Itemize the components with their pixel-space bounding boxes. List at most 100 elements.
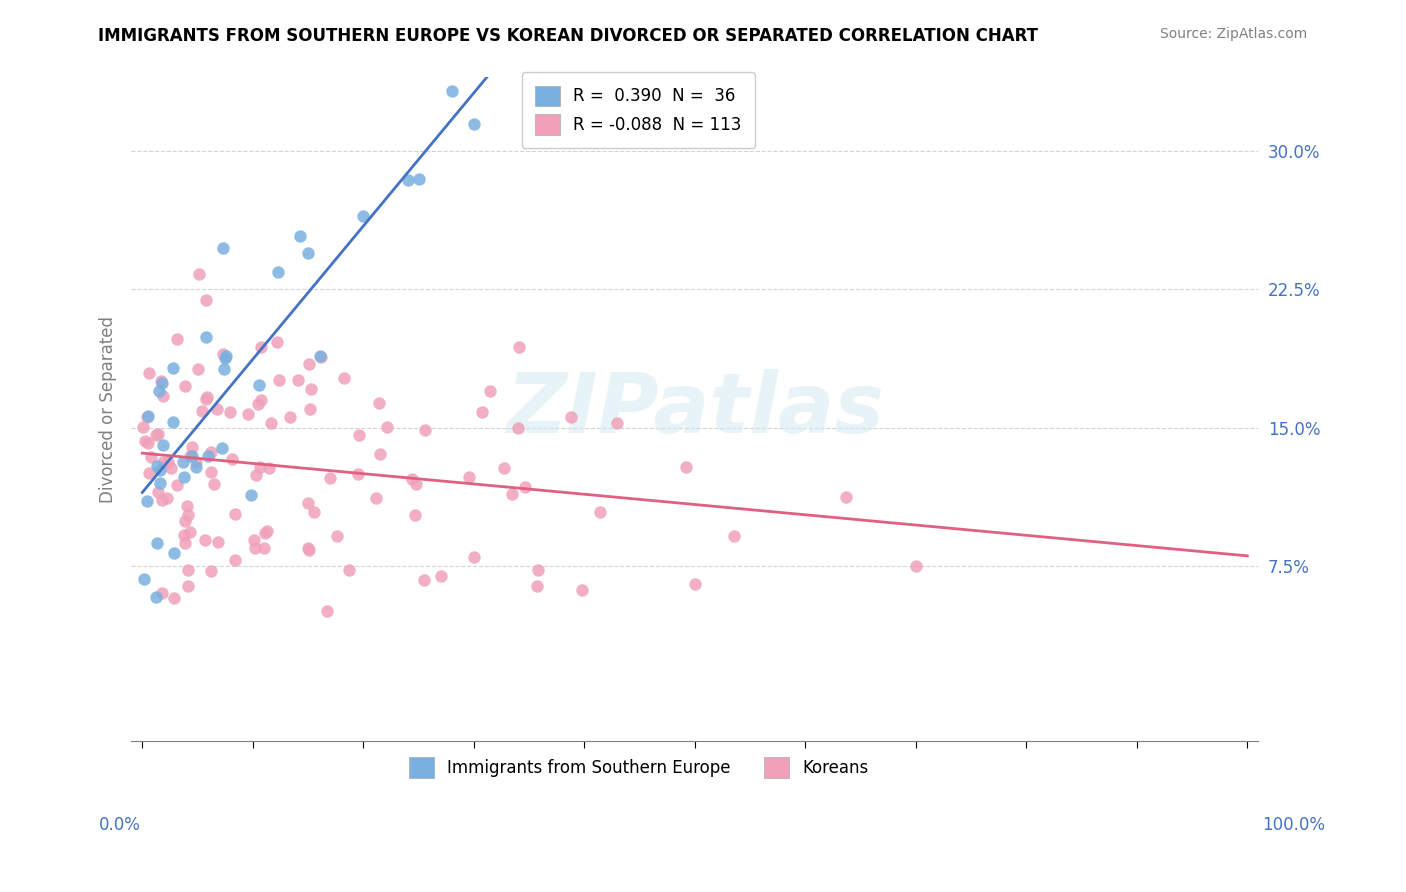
Point [195,329,218,343]
Point [135,493,157,508]
Point [148,384,170,398]
Point [214,351,236,365]
Point [181,449,204,463]
Point [186,455,208,469]
Legend: Immigrants from Southern Europe, Koreans: Immigrants from Southern Europe, Koreans [401,749,877,786]
Point [337,563,360,577]
Point [683,577,706,591]
Point [179,450,201,464]
Text: ZIPatlas: ZIPatlas [506,368,884,450]
Point [302,505,325,519]
Point [173,515,195,529]
Point [166,478,188,492]
Point [136,435,159,450]
Point [571,583,593,598]
Point [163,591,186,605]
Point [347,427,370,442]
Point [492,460,515,475]
Point [139,450,162,464]
Point [149,463,172,477]
Point [405,477,427,491]
Point [309,349,332,363]
Point [138,367,160,381]
Point [309,351,332,365]
Point [177,563,200,577]
Point [146,458,169,473]
Point [184,460,207,475]
Point [176,579,198,593]
Point [589,505,612,519]
Point [513,479,536,493]
Text: 100.0%: 100.0% [1263,816,1324,834]
Y-axis label: Divorced or Separated: Divorced or Separated [100,316,117,503]
Point [187,362,209,376]
Point [138,467,160,481]
Point [195,390,218,404]
Text: IMMIGRANTS FROM SOUTHERN EUROPE VS KOREAN DIVORCED OR SEPARATED CORRELATION CHAR: IMMIGRANTS FROM SOUTHERN EUROPE VS KOREA… [98,27,1039,45]
Point [413,423,436,437]
Point [675,460,697,475]
Point [134,572,156,586]
Point [606,417,628,431]
Point [463,549,485,564]
Point [202,476,225,491]
Point [297,496,319,510]
Point [156,491,179,505]
Point [212,361,235,376]
Point [146,535,169,549]
Point [149,476,172,491]
Point [157,455,180,469]
Point [179,525,201,540]
Point [152,438,174,452]
Point [247,397,270,411]
Point [224,553,246,567]
Point [253,525,276,540]
Point [316,604,339,618]
Point [136,409,159,423]
Point [245,468,267,483]
Point [463,116,485,130]
Point [471,405,494,419]
Point [527,564,550,578]
Point [166,332,188,346]
Point [135,410,157,425]
Point [205,402,228,417]
Point [404,508,426,523]
Point [194,533,217,547]
Point [506,420,529,434]
Point [259,461,281,475]
Point [162,361,184,376]
Point [298,402,321,417]
Point [150,376,173,390]
Point [212,241,235,255]
Point [401,472,423,486]
Point [145,590,167,604]
Point [256,524,278,539]
Point [299,382,322,396]
Point [145,427,167,442]
Point [150,492,173,507]
Point [408,171,430,186]
Point [904,559,927,574]
Point [177,508,200,522]
Point [238,408,260,422]
Point [221,452,243,467]
Point [148,484,170,499]
Point [211,441,233,455]
Point [249,340,271,354]
Point [440,84,463,98]
Point [835,491,858,505]
Point [375,420,398,434]
Point [319,471,342,485]
Point [252,541,274,555]
Point [152,389,174,403]
Point [501,487,523,501]
Point [297,245,319,260]
Point [298,357,321,371]
Point [215,349,238,363]
Point [200,445,222,459]
Point [146,426,169,441]
Point [526,579,548,593]
Point [430,569,453,583]
Point [163,546,186,560]
